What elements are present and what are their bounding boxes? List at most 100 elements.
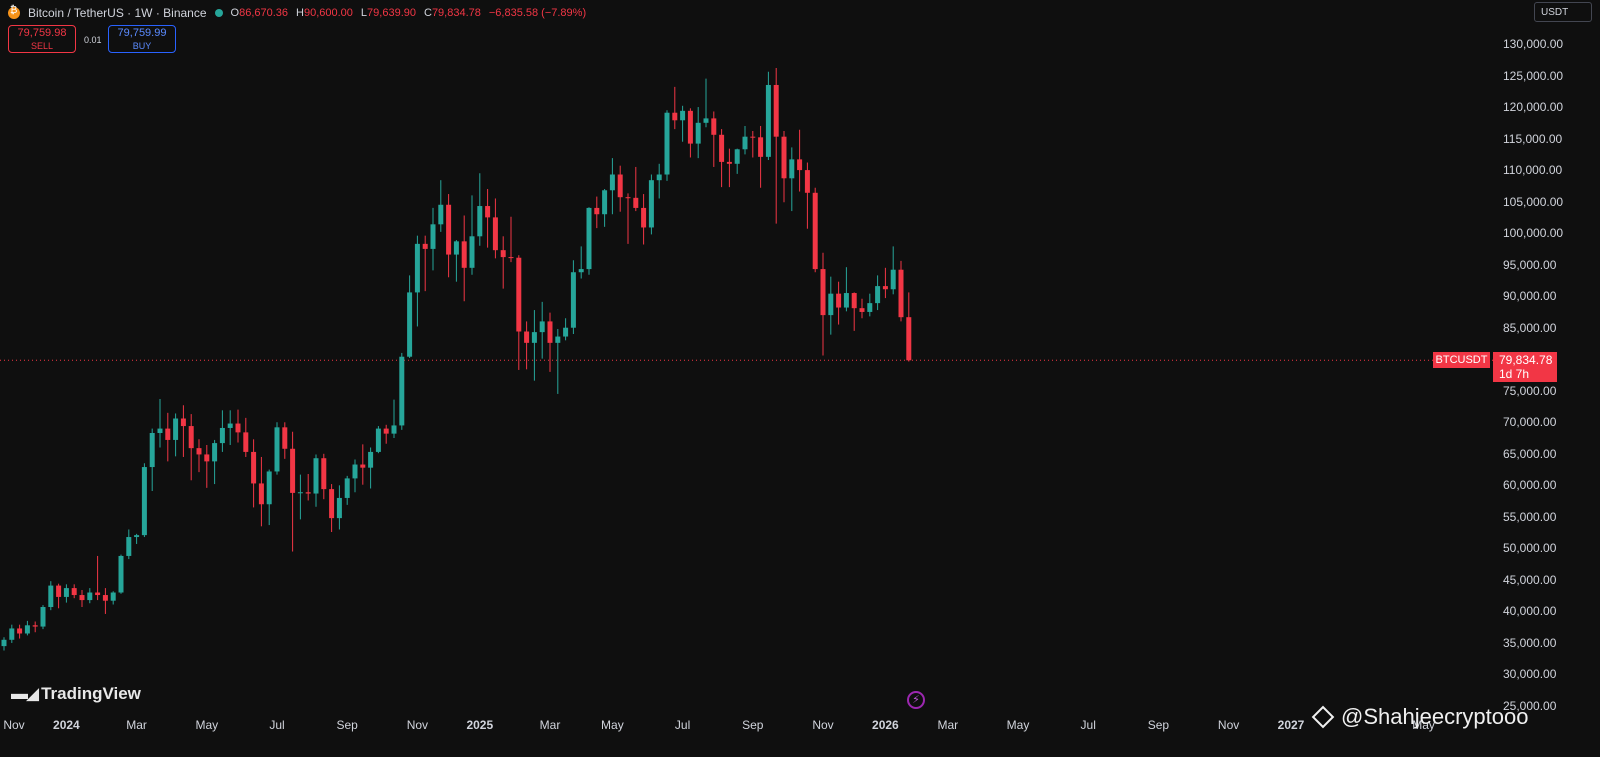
price-axis-label: 75,000.00 [1503, 383, 1557, 398]
candle-body [243, 432, 249, 452]
candles-group [1, 67, 912, 651]
candle-body [750, 136, 756, 138]
price-axis-label: 65,000.00 [1503, 446, 1557, 461]
candle-body [56, 585, 62, 597]
candle-body [219, 427, 225, 444]
binance-diamond-icon [1311, 705, 1335, 729]
spread-value: 0.01 [84, 35, 102, 45]
candle-body [24, 625, 30, 634]
last-price-tag: 79,834.78 1d 7h [1493, 352, 1557, 382]
candle-body [586, 207, 592, 270]
candle-body [680, 110, 686, 121]
candle-body [867, 303, 873, 312]
candle-body [204, 454, 210, 462]
candle-body [251, 451, 257, 484]
candle-body [617, 174, 623, 198]
price-axis-label: 90,000.00 [1503, 289, 1557, 304]
low-value: 79,639.90 [367, 7, 416, 19]
sell-label: SELL [30, 41, 54, 51]
candle-body [126, 537, 132, 556]
candle-body [40, 607, 46, 627]
sell-button[interactable]: 79,759.98 SELL [8, 25, 76, 53]
price-axis-label: 125,000.00 [1503, 68, 1564, 83]
time-axis-label: Sep [336, 718, 358, 732]
close-value: 79,834.78 [431, 7, 481, 19]
candle-body [329, 489, 335, 519]
candle-body [321, 458, 327, 490]
candle-body [282, 427, 288, 449]
price-axis-label: 130,000.00 [1503, 37, 1564, 51]
candle-body [695, 122, 701, 144]
candle-body [149, 433, 155, 468]
high-value: 90,600.00 [303, 7, 353, 19]
candle-body [547, 321, 553, 343]
open-value: 86,670.36 [239, 7, 289, 19]
candle-body [859, 308, 865, 312]
price-axis-label: 40,000.00 [1503, 604, 1557, 619]
candle-body [570, 272, 576, 328]
lightning-icon[interactable]: ⚡ [907, 691, 925, 709]
symbol-tag: BTCUSDT [1433, 352, 1490, 368]
candle-body [828, 293, 834, 316]
candle-body [32, 625, 38, 627]
candle-body [165, 428, 171, 440]
price-axis-label: 55,000.00 [1503, 509, 1557, 524]
candle-body [820, 269, 826, 316]
candle-body [742, 136, 748, 150]
price-axis-label: 50,000.00 [1503, 541, 1557, 556]
tradingview-logo[interactable]: ▬◢ TradingView [11, 684, 141, 704]
price-axis-label: 60,000.00 [1503, 478, 1557, 493]
candle-body [313, 458, 319, 494]
candle-body [898, 269, 904, 318]
low-key: L [360, 7, 368, 19]
sell-price: 79,759.98 [17, 27, 67, 39]
candle-body [9, 628, 15, 640]
candle-body [563, 327, 569, 337]
candle-body [726, 161, 732, 164]
last-price-value: 79,834.78 [1499, 353, 1553, 367]
currency-select[interactable]: USDT [1534, 2, 1592, 22]
time-axis-label: Nov [1217, 718, 1240, 732]
candle-body [368, 451, 374, 468]
ohlc-values: O86,670.36 H90,600.00 L79,639.90 C79,834… [231, 7, 587, 19]
candle-body [407, 292, 413, 357]
candle-body [781, 136, 787, 179]
time-axis-label: May [1412, 718, 1435, 732]
candle-body [290, 448, 296, 493]
close-key: C [423, 7, 432, 19]
candle-body [609, 174, 615, 191]
candle-body [641, 207, 647, 228]
candle-body [188, 426, 194, 449]
candle-body [797, 159, 803, 171]
buy-price: 79,759.99 [117, 27, 167, 39]
candle-body [102, 595, 108, 601]
market-open-status-icon [214, 9, 223, 17]
candle-body [773, 84, 779, 137]
candle-body [477, 206, 483, 237]
candle-body [173, 418, 179, 440]
time-axis-label: Nov [812, 718, 834, 732]
time-axis-label: Sep [742, 718, 764, 732]
bitcoin-icon [8, 5, 20, 19]
price-axis-label: 85,000.00 [1503, 320, 1557, 335]
candle-body [17, 628, 23, 634]
time-axis-label: Jul [674, 718, 691, 732]
candle-body [602, 190, 608, 215]
candle-body [87, 592, 93, 601]
price-axis-label: 115,000.00 [1503, 131, 1563, 146]
candle-body [305, 492, 311, 494]
candle-body [485, 206, 491, 218]
candle-body [836, 293, 842, 308]
candle-body [180, 418, 186, 427]
candle-body [438, 204, 444, 225]
time-axis-label: May [195, 718, 219, 732]
candle-body [375, 428, 381, 452]
symbol-title[interactable]: Bitcoin / TetherUS · 1W · Binance [28, 6, 207, 20]
candle-body [430, 224, 436, 249]
buy-button[interactable]: 79,759.99 BUY [108, 25, 176, 53]
candle-body [258, 483, 264, 505]
candle-body [734, 149, 740, 164]
candle-body [157, 428, 163, 434]
candle-body [110, 592, 116, 601]
